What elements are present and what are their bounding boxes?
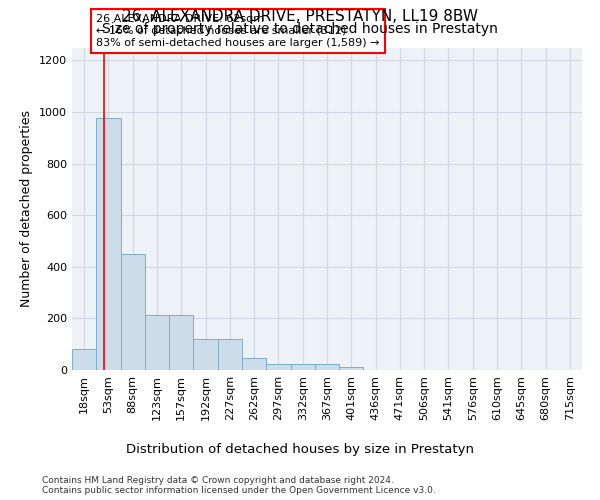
Y-axis label: Number of detached properties: Number of detached properties bbox=[20, 110, 34, 307]
Bar bbox=[72, 350, 96, 370]
Text: Size of property relative to detached houses in Prestatyn: Size of property relative to detached ho… bbox=[102, 22, 498, 36]
Bar bbox=[290, 364, 315, 370]
Text: 26, ALEXANDRA DRIVE, PRESTATYN, LL19 8BW: 26, ALEXANDRA DRIVE, PRESTATYN, LL19 8BW bbox=[122, 9, 478, 24]
Bar bbox=[145, 314, 169, 370]
Bar bbox=[121, 254, 145, 370]
Bar bbox=[315, 364, 339, 370]
Bar bbox=[339, 367, 364, 370]
Text: Distribution of detached houses by size in Prestatyn: Distribution of detached houses by size … bbox=[126, 442, 474, 456]
Bar bbox=[242, 358, 266, 370]
Bar bbox=[266, 364, 290, 370]
Text: 26 ALEXANDRA DRIVE: 62sqm
← 16% of detached houses are smaller (312)
83% of semi: 26 ALEXANDRA DRIVE: 62sqm ← 16% of detac… bbox=[96, 14, 380, 48]
Bar bbox=[218, 339, 242, 370]
Text: Contains HM Land Registry data © Crown copyright and database right 2024.
Contai: Contains HM Land Registry data © Crown c… bbox=[42, 476, 436, 495]
Bar bbox=[193, 339, 218, 370]
Bar bbox=[96, 118, 121, 370]
Bar bbox=[169, 314, 193, 370]
